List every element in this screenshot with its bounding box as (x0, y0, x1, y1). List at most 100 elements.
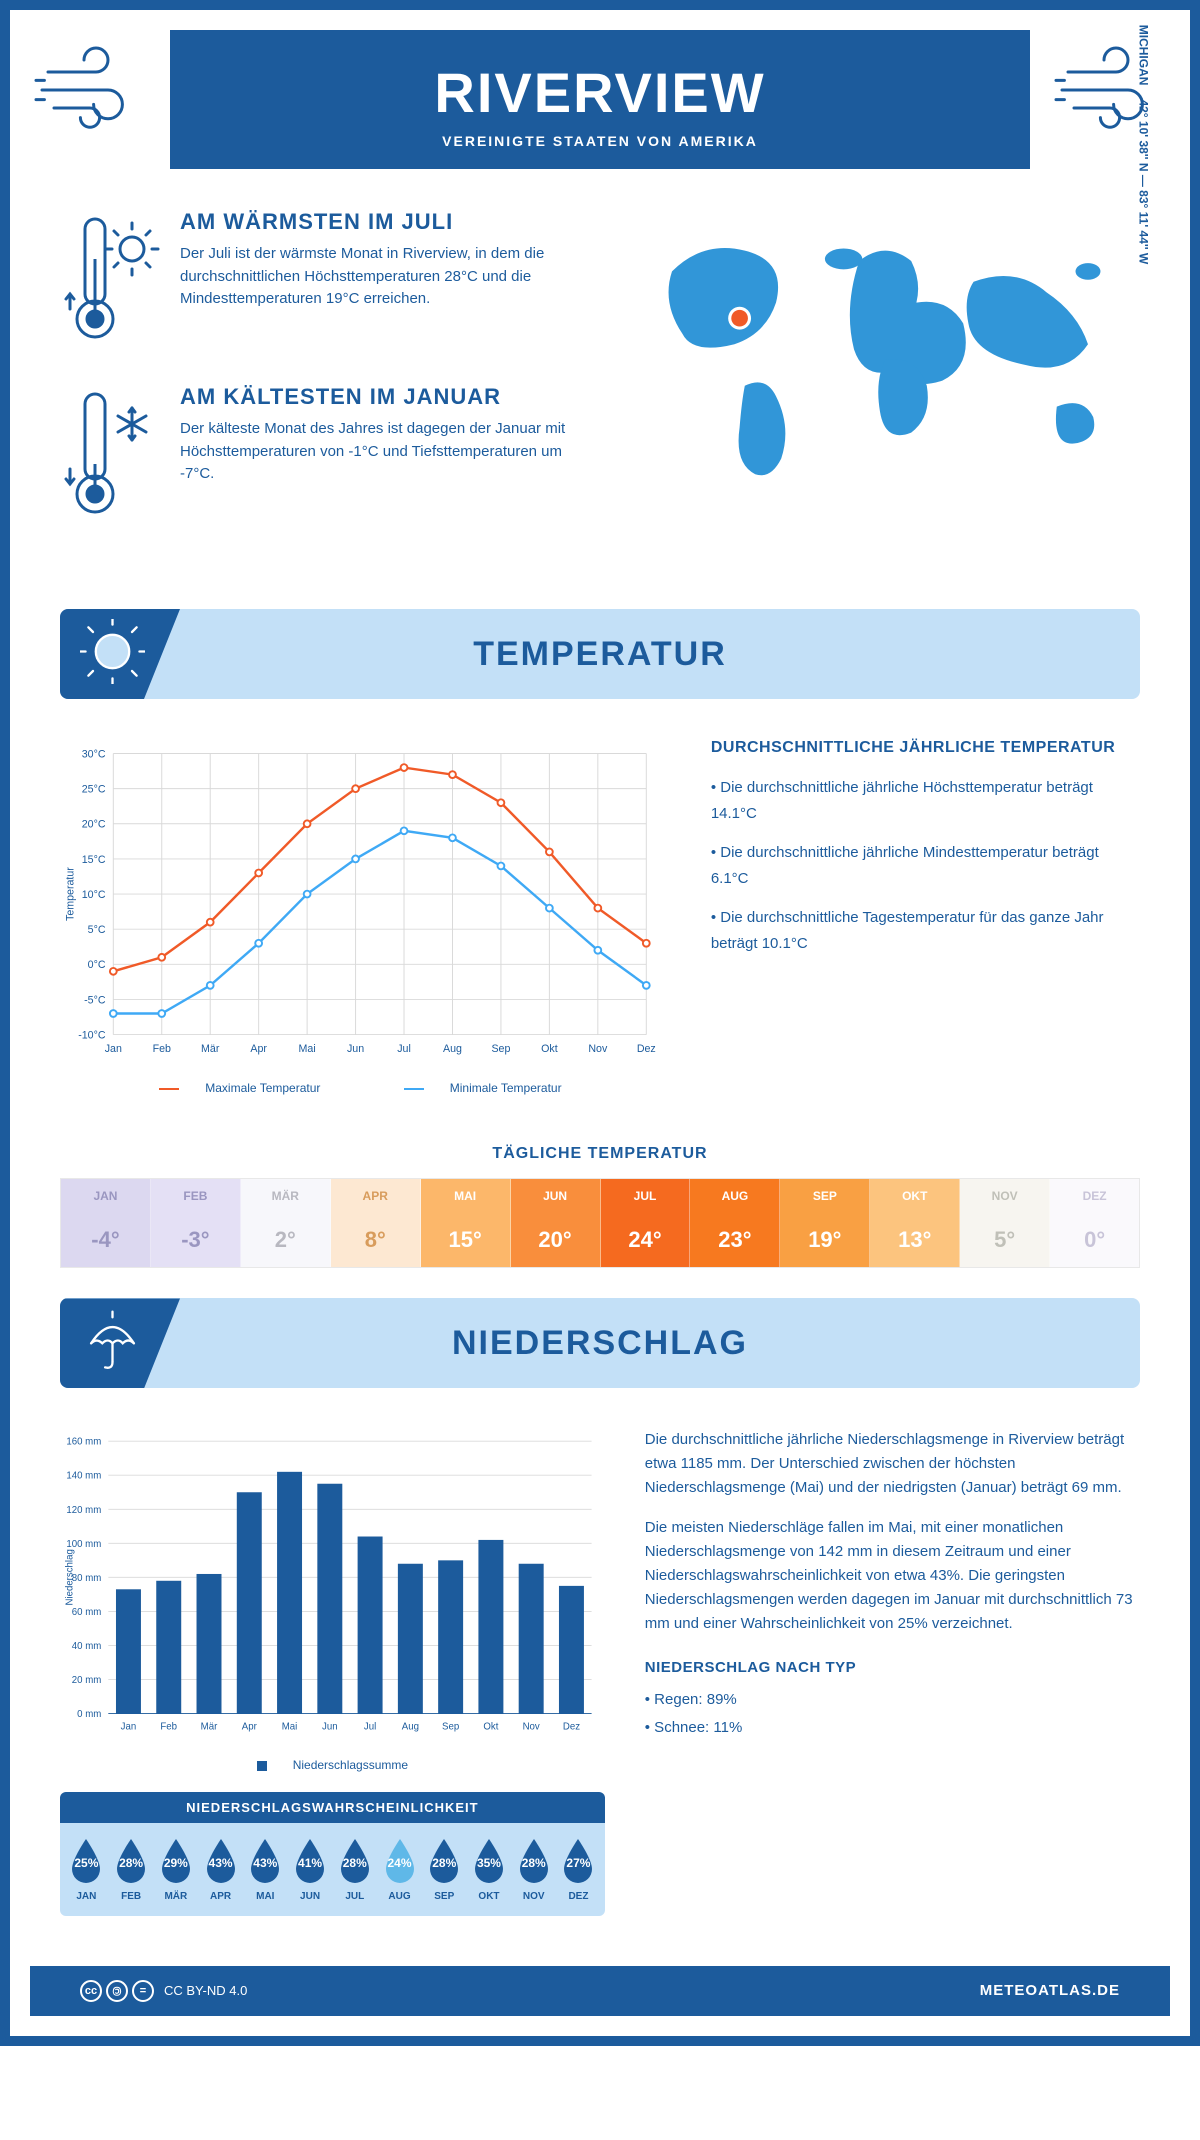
precip-prob-cell: 27% DEZ (558, 1837, 599, 1902)
raindrop-icon: 25% (66, 1837, 106, 1885)
warmest-block: AM WÄRMSTEN IM JULI Der Juli ist der wär… (60, 209, 580, 354)
precip-prob-cell: 24% AUG (379, 1837, 420, 1902)
svg-text:25°C: 25°C (82, 784, 106, 796)
svg-text:Jan: Jan (105, 1043, 122, 1055)
coldest-block: AM KÄLTESTEN IM JANUAR Der kälteste Mona… (60, 384, 580, 529)
cc-icon: cc (80, 1980, 102, 2002)
svg-text:Apr: Apr (250, 1043, 267, 1055)
svg-text:120 mm: 120 mm (66, 1505, 101, 1516)
svg-text:0 mm: 0 mm (77, 1710, 101, 1721)
warmest-title: AM WÄRMSTEN IM JULI (180, 209, 580, 235)
svg-text:Jul: Jul (364, 1722, 376, 1733)
svg-text:20°C: 20°C (82, 819, 106, 831)
precipitation-info: Die durchschnittliche jährliche Niedersc… (645, 1428, 1140, 1915)
precip-prob-cell: 28% JUL (334, 1837, 375, 1902)
precip-prob-cell: 29% MÄR (155, 1837, 196, 1902)
daily-temp-cell: MAI15° (421, 1179, 511, 1267)
svg-text:80 mm: 80 mm (72, 1573, 102, 1584)
precip-text-1: Die durchschnittliche jährliche Niedersc… (645, 1428, 1140, 1500)
raindrop-icon: 43% (245, 1837, 285, 1885)
page-footer: cc 🄯 = CC BY-ND 4.0 METEOATLAS.DE (30, 1966, 1170, 2016)
svg-text:Dez: Dez (563, 1722, 580, 1733)
svg-text:40 mm: 40 mm (72, 1641, 102, 1652)
page-header: RIVERVIEW VEREINIGTE STAATEN VON AMERIKA (170, 30, 1030, 169)
svg-text:Sep: Sep (491, 1043, 510, 1055)
daily-temp-cell: AUG23° (690, 1179, 780, 1267)
coldest-title: AM KÄLTESTEN IM JANUAR (180, 384, 580, 410)
svg-text:-5°C: -5°C (84, 994, 106, 1006)
svg-text:140 mm: 140 mm (66, 1471, 101, 1482)
svg-text:0°C: 0°C (88, 959, 106, 971)
coldest-text: Der kälteste Monat des Jahres ist dagege… (180, 418, 580, 486)
svg-text:Okt: Okt (483, 1722, 498, 1733)
temperature-section-header: TEMPERATUR (60, 609, 1140, 699)
precip-prob-cell: 43% MAI (245, 1837, 286, 1902)
svg-text:Niederschlag: Niederschlag (64, 1550, 75, 1606)
svg-text:20 mm: 20 mm (72, 1676, 102, 1687)
raindrop-icon: 41% (290, 1837, 330, 1885)
svg-text:Mär: Mär (201, 1722, 218, 1733)
daily-temp-cell: NOV5° (960, 1179, 1050, 1267)
svg-text:Jun: Jun (347, 1043, 364, 1055)
temperature-title: TEMPERATUR (473, 635, 727, 674)
sun-icon (60, 609, 180, 699)
precip-type-1: • Regen: 89% (645, 1688, 1140, 1712)
raindrop-icon: 29% (156, 1837, 196, 1885)
license-block: cc 🄯 = CC BY-ND 4.0 (80, 1980, 247, 2002)
svg-text:10°C: 10°C (82, 889, 106, 901)
daily-temp-cell: APR8° (331, 1179, 421, 1267)
raindrop-icon: 27% (558, 1837, 598, 1885)
precip-prob-cell: 28% NOV (513, 1837, 554, 1902)
svg-text:160 mm: 160 mm (66, 1437, 101, 1448)
intro-section: AM WÄRMSTEN IM JULI Der Juli ist der wär… (10, 169, 1190, 589)
page: RIVERVIEW VEREINIGTE STAATEN VON AMERIKA… (0, 0, 1200, 2046)
svg-text:Sep: Sep (442, 1722, 459, 1733)
brand-label: METEOATLAS.DE (980, 1982, 1120, 1999)
temp-info-title: DURCHSCHNITTLICHE JÄHRLICHE TEMPERATUR (711, 739, 1140, 757)
precip-prob-title: NIEDERSCHLAGSWAHRSCHEINLICHKEIT (60, 1792, 605, 1823)
precip-prob-cell: 43% APR (200, 1837, 241, 1902)
raindrop-icon: 28% (514, 1837, 554, 1885)
daily-temp-cell: SEP19° (780, 1179, 870, 1267)
daily-temp-cell: JUL24° (601, 1179, 691, 1267)
svg-text:Jan: Jan (121, 1722, 137, 1733)
svg-text:Aug: Aug (443, 1043, 462, 1055)
precip-probability-row: 25% JAN 28% FEB 29% MÄR 43% APR 43% MAI (60, 1823, 605, 1916)
precip-type-2: • Schnee: 11% (645, 1716, 1140, 1740)
svg-text:Mai: Mai (282, 1722, 298, 1733)
umbrella-icon (60, 1298, 180, 1388)
nd-icon: = (132, 1980, 154, 2002)
svg-text:Aug: Aug (402, 1722, 419, 1733)
by-icon: 🄯 (106, 1980, 128, 2002)
wind-icon-right (1050, 30, 1170, 150)
precipitation-section-header: NIEDERSCHLAG (60, 1298, 1140, 1388)
svg-text:5°C: 5°C (88, 924, 106, 936)
svg-text:Jul: Jul (397, 1043, 411, 1055)
daily-temperature-table: JAN-4°FEB-3°MÄR2°APR8°MAI15°JUN20°JUL24°… (60, 1178, 1140, 1268)
wind-icon-left (30, 30, 150, 150)
temperature-line-chart: -10°C-5°C0°C5°C10°C15°C20°C25°C30°CJanFe… (60, 739, 661, 1095)
daily-temp-cell: JUN20° (511, 1179, 601, 1267)
svg-text:Nov: Nov (523, 1722, 540, 1733)
daily-temp-cell: MÄR2° (241, 1179, 331, 1267)
coordinates-label: MICHIGAN42° 10' 38'' N — 83° 11' 44'' W (1136, 25, 1150, 264)
precip-prob-cell: 41% JUN (290, 1837, 331, 1902)
temperature-info: DURCHSCHNITTLICHE JÄHRLICHE TEMPERATUR •… (711, 739, 1140, 1095)
precip-prob-cell: 28% FEB (111, 1837, 152, 1902)
raindrop-icon: 28% (111, 1837, 151, 1885)
precip-chart-legend: Niederschlagssumme (60, 1758, 605, 1772)
svg-text:Okt: Okt (541, 1043, 558, 1055)
thermometer-cold-icon (60, 384, 160, 529)
temp-bullet-3: • Die durchschnittliche Tagestemperatur … (711, 905, 1140, 956)
precip-prob-cell: 25% JAN (66, 1837, 107, 1902)
precipitation-title: NIEDERSCHLAG (452, 1324, 748, 1363)
warmest-text: Der Juli ist der wärmste Monat in Riverv… (180, 243, 580, 311)
precip-type-title: NIEDERSCHLAG NACH TYP (645, 1656, 1140, 1680)
precip-text-2: Die meisten Niederschläge fallen im Mai,… (645, 1516, 1140, 1636)
svg-text:Nov: Nov (588, 1043, 608, 1055)
license-label: CC BY-ND 4.0 (164, 1983, 247, 1998)
raindrop-icon: 35% (469, 1837, 509, 1885)
daily-temp-cell: FEB-3° (151, 1179, 241, 1267)
svg-text:Mär: Mär (201, 1043, 220, 1055)
raindrop-icon: 28% (335, 1837, 375, 1885)
